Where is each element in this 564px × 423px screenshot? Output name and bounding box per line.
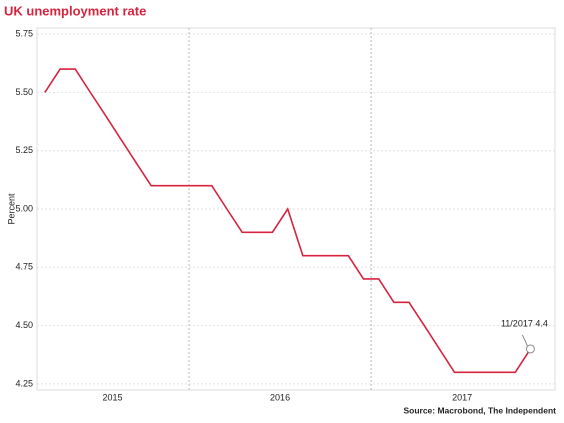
y-tick-label: 5.00 (15, 203, 33, 213)
y-tick-label: 5.50 (15, 87, 33, 97)
y-tick-label: 5.75 (15, 28, 33, 38)
x-tick-label: 2015 (103, 392, 123, 402)
source: Source: Macrobond, The Independent (403, 405, 556, 415)
y-axis-label: Percent (6, 193, 16, 225)
x-tick-label: 2016 (270, 392, 290, 402)
y-tick-label: 5.25 (15, 145, 33, 155)
y-tick-label: 4.25 (15, 378, 33, 388)
y-tick-label: 4.50 (15, 320, 33, 330)
line (44, 68, 532, 374)
annotation-marker (525, 344, 535, 354)
x-tick-label: 2017 (452, 392, 472, 402)
annotation: 11/2017 4.4 (501, 318, 548, 328)
y-tick-label: 4.75 (15, 262, 33, 272)
annotation-leader (521, 334, 528, 347)
chart-title: UK unemployment rate (4, 3, 146, 18)
